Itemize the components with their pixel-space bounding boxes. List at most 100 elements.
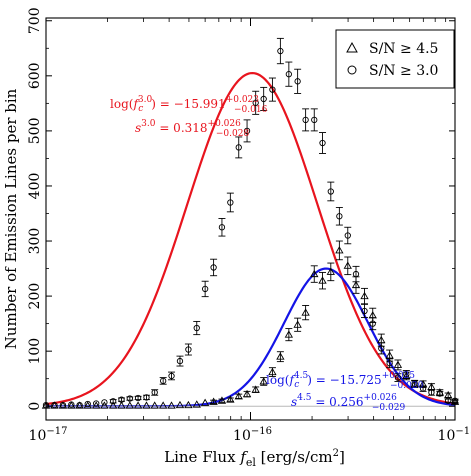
circle-marker bbox=[369, 320, 376, 327]
error-bar bbox=[235, 136, 243, 159]
triangle-marker bbox=[58, 401, 68, 409]
circle-marker bbox=[378, 345, 385, 352]
error-bar bbox=[193, 320, 201, 336]
y-axis-title: Number of Emission Lines per bin bbox=[2, 88, 20, 349]
triangle-marker bbox=[234, 392, 243, 400]
y-tick-label: 700 bbox=[27, 7, 43, 34]
circle-marker bbox=[344, 232, 351, 239]
circle-marker bbox=[243, 127, 251, 135]
error-bar bbox=[176, 355, 184, 367]
error-bar bbox=[310, 108, 318, 132]
fit-curve-0 bbox=[45, 71, 456, 406]
legend-box bbox=[335, 29, 455, 89]
error-bar bbox=[210, 258, 218, 277]
circle-marker bbox=[327, 188, 334, 195]
fit-labels: log(f3.0 c) = −15.991+0.023 −0.016 s3.0 = 0… bbox=[110, 95, 424, 413]
circle-marker bbox=[352, 270, 360, 278]
triangle-marker bbox=[310, 269, 319, 278]
y-tick-label: 600 bbox=[27, 62, 43, 89]
triangle-marker bbox=[125, 401, 135, 409]
circle-marker bbox=[193, 324, 200, 332]
triangle-marker bbox=[393, 360, 403, 368]
circle-marker bbox=[227, 199, 234, 206]
triangle-marker bbox=[301, 308, 310, 316]
triangle-marker bbox=[335, 246, 344, 254]
circle-marker bbox=[101, 399, 108, 406]
circle-marker bbox=[176, 357, 184, 365]
data-markers bbox=[41, 47, 460, 409]
triangle-marker bbox=[351, 280, 361, 289]
triangle-marker bbox=[50, 401, 59, 409]
error-bar bbox=[226, 397, 234, 402]
error-bar bbox=[327, 181, 335, 202]
circle-marker bbox=[419, 385, 427, 392]
legend-triangle-marker bbox=[346, 41, 358, 53]
error-bar bbox=[294, 317, 302, 332]
error-bar bbox=[285, 61, 293, 87]
y-tick-label: 0 bbox=[27, 402, 43, 411]
circle-marker bbox=[134, 394, 142, 402]
legend-label: S/N ≥ 3.0 bbox=[369, 63, 438, 79]
fit-label-sigma: s4.5 = 0.256+0.026 −0.029 bbox=[291, 393, 405, 413]
error-bar bbox=[344, 256, 352, 276]
error-bar bbox=[218, 398, 226, 403]
error-bar bbox=[252, 90, 260, 115]
triangle-marker bbox=[158, 401, 168, 409]
triangle-marker bbox=[326, 267, 335, 275]
circle-marker bbox=[285, 71, 292, 78]
error-bar bbox=[276, 37, 284, 65]
triangle-marker bbox=[108, 401, 118, 409]
fit-label-sigma: s3.0 = 0.318+0.026 −0.028 bbox=[135, 119, 249, 139]
circle-marker bbox=[269, 86, 276, 93]
triangle-marker bbox=[92, 401, 101, 409]
x-tick-label: 10−15 bbox=[438, 426, 471, 444]
triangle-marker bbox=[402, 371, 411, 379]
error-bar bbox=[319, 132, 327, 154]
triangle-marker bbox=[343, 261, 352, 269]
error-bar bbox=[243, 119, 251, 143]
circle-marker bbox=[386, 360, 393, 367]
error-bar bbox=[335, 206, 343, 226]
error-bar bbox=[159, 377, 167, 385]
triangle-marker bbox=[427, 382, 436, 390]
x-tick-label: 10−17 bbox=[29, 426, 68, 444]
error-bar bbox=[361, 287, 369, 305]
triangle-marker bbox=[167, 401, 176, 409]
error-bar bbox=[260, 86, 268, 111]
error-bar bbox=[226, 192, 234, 213]
triangle-marker bbox=[435, 388, 445, 396]
triangle-marker bbox=[368, 311, 377, 319]
circle-marker bbox=[319, 139, 326, 147]
circle-marker bbox=[361, 307, 368, 315]
fit-curves bbox=[45, 71, 456, 408]
triangle-marker bbox=[385, 351, 394, 359]
error-bar bbox=[268, 77, 276, 102]
circle-marker bbox=[185, 346, 192, 353]
triangle-marker bbox=[259, 377, 268, 385]
circle-marker bbox=[151, 389, 158, 396]
triangle-marker bbox=[284, 330, 294, 338]
legend-circle-marker bbox=[347, 65, 357, 75]
circle-marker bbox=[277, 47, 284, 55]
error-bars bbox=[109, 37, 459, 404]
error-bar bbox=[302, 108, 310, 132]
y-tick-label: 100 bbox=[27, 338, 43, 365]
error-bar bbox=[184, 343, 192, 356]
triangle-marker bbox=[251, 385, 260, 393]
triangle-marker bbox=[226, 395, 235, 403]
triangle-marker bbox=[142, 401, 151, 409]
circle-marker bbox=[235, 144, 242, 151]
triangle-marker bbox=[360, 291, 369, 300]
error-bar bbox=[218, 217, 226, 237]
triangle-marker bbox=[150, 401, 159, 409]
triangle-marker bbox=[318, 276, 327, 284]
circle-marker bbox=[336, 213, 343, 220]
triangle-marker bbox=[377, 335, 386, 344]
triangle-marker bbox=[242, 389, 252, 398]
circle-marker bbox=[126, 395, 133, 402]
triangle-marker bbox=[75, 401, 84, 409]
error-bar bbox=[335, 240, 343, 261]
circle-marker bbox=[168, 372, 175, 380]
circle-marker bbox=[294, 78, 301, 85]
